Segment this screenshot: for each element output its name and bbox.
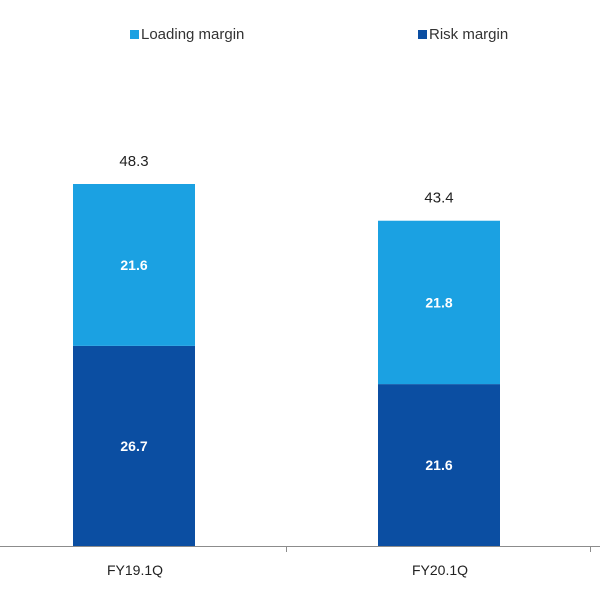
total-value-label: 43.4 xyxy=(424,190,453,207)
bars: 26.7 21.6 48.3 21.6 21.8 43.4 xyxy=(73,153,500,546)
x-tick-label: FY20.1Q xyxy=(412,562,468,578)
bar-risk-margin-0 xyxy=(73,345,195,546)
segment-value-label: 26.7 xyxy=(120,438,147,454)
x-axis: FY19.1Q FY20.1Q xyxy=(0,546,600,578)
bar-loading-margin-0 xyxy=(73,184,195,346)
legend-label: Loading margin xyxy=(141,26,244,43)
bar-loading-margin-1 xyxy=(378,220,500,385)
segment-value-label: 21.6 xyxy=(425,457,452,473)
legend-swatch-loading-margin xyxy=(130,30,139,39)
total-value-label: 48.3 xyxy=(119,153,148,170)
legend-swatch-risk-margin xyxy=(418,30,427,39)
legend-label: Risk margin xyxy=(429,26,508,43)
bar-risk-margin-1 xyxy=(378,384,500,546)
x-tick-label: FY19.1Q xyxy=(107,562,163,578)
segment-value-label: 21.8 xyxy=(425,294,452,310)
segment-value-label: 21.6 xyxy=(120,257,147,273)
legend: Loading margin Risk margin xyxy=(130,26,508,43)
